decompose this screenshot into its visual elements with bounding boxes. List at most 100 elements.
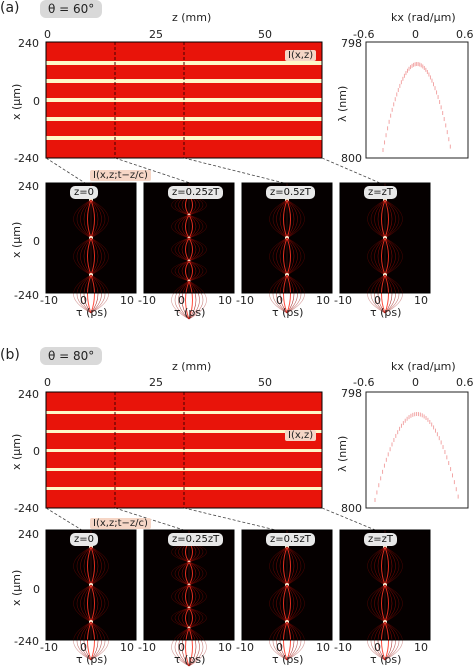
tau-tick: 0 [276, 641, 283, 654]
interference-ray [381, 621, 389, 661]
main-intensity-map [45, 41, 323, 159]
tau-tick: 0 [80, 641, 87, 654]
tau-tick: 10 [414, 294, 428, 307]
connector-lines [45, 157, 381, 184]
intensity-badge: I(x,z) [285, 430, 317, 441]
interference-ray [374, 237, 396, 276]
kx-tick: -0.6 [353, 376, 375, 389]
tau-tick: -10 [40, 294, 58, 307]
x-tick: 0 [33, 95, 40, 108]
interference-ray [367, 274, 403, 314]
interference-ray [279, 199, 295, 239]
interference-ray [381, 546, 389, 586]
interference-ray [279, 546, 295, 586]
interference-ray [370, 274, 400, 314]
subpanel-3 [241, 529, 333, 661]
interference-ray [76, 199, 106, 239]
tau-tick: 0 [178, 294, 185, 307]
x-tick: 240 [18, 180, 39, 193]
tau-tick: 10 [414, 641, 428, 654]
lambda-tick: 800 [341, 502, 362, 515]
interference-ray [276, 584, 298, 623]
tau-axis-label: τ (ps) [370, 653, 402, 666]
interference-ray [178, 260, 200, 282]
subpanel-2 [143, 529, 235, 667]
interference-ray [269, 621, 305, 661]
subpanel-4 [339, 529, 431, 661]
interference-ray [83, 621, 99, 661]
x-axis-label: x (μm) [10, 569, 23, 606]
spectrum-parabola [382, 62, 451, 152]
interference-ray [87, 546, 95, 586]
interference-ray [174, 280, 204, 320]
interference-ray [272, 546, 302, 586]
z-position-pill: z=0 [70, 186, 98, 199]
tau-tick: 10 [120, 294, 134, 307]
interference-ray [80, 621, 102, 661]
interference-ray [283, 199, 291, 239]
tau-axis-label: τ (ps) [370, 306, 402, 319]
interference-ray [76, 584, 106, 623]
interference-ray [381, 237, 389, 276]
interference-ray [171, 584, 207, 609]
interference-ray [276, 199, 298, 239]
interference-ray [185, 627, 193, 667]
interference-ray [370, 199, 400, 239]
interference-ray [377, 237, 393, 276]
subpanel-3 [241, 182, 333, 314]
time-frame-badge: I(x,z;t−z/c) [90, 518, 151, 529]
tau-tick: 0 [80, 294, 87, 307]
tau-tick: -10 [40, 641, 58, 654]
interference-ray [381, 199, 389, 239]
interference-ray [76, 621, 106, 661]
interference-ray [272, 274, 302, 314]
interference-ray [283, 237, 291, 276]
interference-ray [178, 607, 200, 629]
tau-tick: -10 [138, 641, 156, 654]
interference-ray [367, 546, 403, 586]
x-tick: -240 [14, 502, 39, 515]
lambda-tick: 798 [341, 387, 362, 400]
interference-ray [374, 274, 396, 314]
interference-ray [272, 584, 302, 623]
tau-tick: 10 [316, 641, 330, 654]
tau-axis-label: τ (ps) [174, 306, 206, 319]
interference-ray [279, 237, 295, 276]
interference-ray [370, 584, 400, 623]
interference-ray [171, 280, 207, 320]
interference-ray [171, 627, 207, 667]
interference-ray [76, 274, 106, 314]
tau-tick: 10 [218, 294, 232, 307]
kx-tick: 0.6 [456, 376, 474, 389]
interference-ray [83, 237, 99, 276]
x-tick: 0 [33, 583, 40, 596]
x-tick: 240 [18, 37, 39, 50]
interference-ray [83, 274, 99, 314]
interference-ray [377, 584, 393, 623]
tau-tick: 0 [178, 641, 185, 654]
interference-ray [174, 214, 204, 239]
interference-ray [367, 584, 403, 623]
interference-ray [73, 274, 109, 314]
interference-ray [87, 274, 95, 314]
z-position-pill: z=zT [364, 186, 397, 199]
z-position-pill: z=0.25zT [168, 533, 224, 546]
interference-ray [178, 584, 200, 609]
z-position-pill: z=zT [364, 533, 397, 546]
subpanel-1 [45, 529, 137, 661]
main-intensity-map [45, 391, 323, 509]
kx-tick: 0 [412, 28, 419, 41]
tau-tick: -10 [236, 294, 254, 307]
interference-ray [171, 607, 207, 629]
interference-ray [181, 561, 197, 586]
interference-ray [76, 237, 106, 276]
interference-ray [171, 237, 207, 262]
interference-ray [73, 584, 109, 623]
interference-ray [83, 199, 99, 239]
z-axis-label: z (mm) [172, 11, 212, 24]
interference-ray [283, 274, 291, 314]
interference-ray [377, 274, 393, 314]
interference-ray [80, 199, 102, 239]
interference-ray [174, 584, 204, 609]
interference-ray [283, 546, 291, 586]
